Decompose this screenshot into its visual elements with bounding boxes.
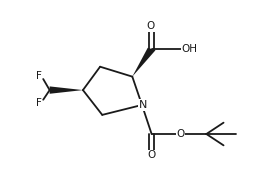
Polygon shape [50, 86, 83, 94]
Text: N: N [139, 100, 147, 110]
Text: O: O [176, 129, 185, 139]
Text: F: F [35, 98, 42, 108]
Text: O: O [147, 21, 155, 31]
Text: O: O [147, 150, 156, 160]
Text: F: F [35, 71, 42, 81]
Polygon shape [132, 48, 155, 77]
Text: OH: OH [182, 44, 198, 54]
